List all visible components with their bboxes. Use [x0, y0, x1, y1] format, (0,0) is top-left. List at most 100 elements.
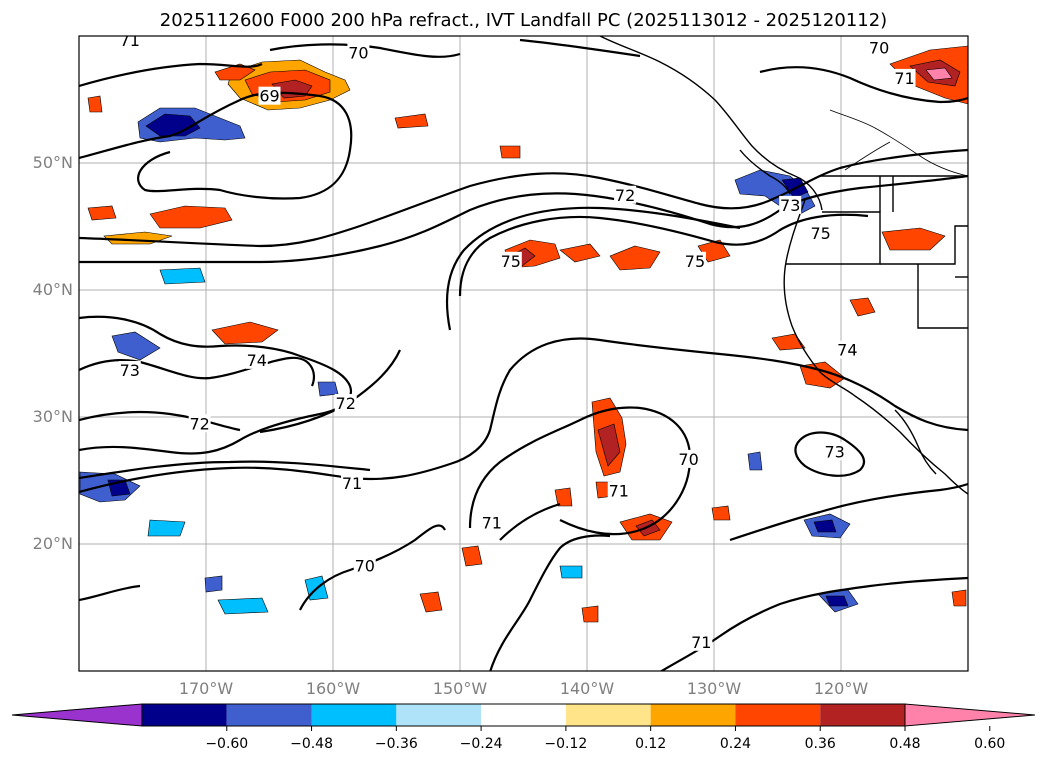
colorbar-tick-label: 0.12 — [635, 736, 667, 752]
contour-label-background — [480, 513, 503, 532]
border-states-1 — [786, 211, 881, 265]
shade-blue-small-7 — [747, 451, 763, 471]
contour-label: 70 — [348, 44, 368, 63]
colorbar-tick-label: 0.24 — [719, 736, 752, 752]
colorbar-tick-label: −0.36 — [374, 736, 418, 752]
shade-blue-small-3 — [204, 575, 223, 593]
map-title: 2025112600 F000 200 hPa refract., IVT La… — [159, 10, 888, 31]
contour-line — [79, 174, 968, 264]
shade-navy-aleutian — [145, 113, 201, 137]
contour-label: 72 — [189, 414, 209, 433]
shade-west-red-2 — [87, 205, 117, 221]
inland-border-canada — [829, 109, 968, 177]
contour-label: 75 — [811, 224, 831, 243]
longitude-label: 130°W — [686, 679, 742, 698]
shade-blue-small-6 — [559, 565, 583, 579]
latitude-label: 20°N — [32, 534, 73, 553]
contour-label-background — [614, 185, 637, 204]
longitude-label: 170°W — [178, 679, 234, 698]
contour-line — [79, 460, 371, 480]
contour-label: 71 — [120, 31, 140, 50]
contour-line — [79, 356, 316, 387]
contour-label: 71 — [482, 513, 502, 532]
shade-orange-small-4 — [711, 505, 731, 521]
longitude-label: 120°W — [813, 679, 869, 698]
contour-label-background — [188, 414, 211, 433]
shade-red-small-3 — [394, 113, 429, 129]
shade-center-red-3 — [609, 245, 661, 271]
contour-label: 74 — [837, 341, 857, 360]
shade-orange-small-5 — [499, 145, 521, 159]
contour-label: 72 — [615, 186, 635, 205]
contour-label-background — [118, 36, 141, 49]
coastline-west-us — [783, 199, 968, 495]
shade-navy-east-sw — [813, 519, 837, 533]
contour-label-background — [245, 350, 268, 369]
contour-label-background — [868, 38, 891, 57]
colorbar-tick-label: −0.60 — [205, 736, 249, 752]
shade-blue-small-1 — [159, 267, 206, 285]
contour-label: 71 — [609, 482, 629, 501]
contour-label-background — [893, 68, 916, 87]
longitude-label: 140°W — [559, 679, 615, 698]
shade-blue-small-4 — [217, 597, 269, 615]
contour-label: 73 — [824, 442, 844, 461]
contour-label-background — [607, 481, 630, 500]
contour-line — [468, 406, 692, 541]
longitude-label: 160°W — [305, 679, 361, 698]
shaded-regions — [79, 45, 968, 623]
colorbar-frame — [141, 703, 906, 727]
longitude-label: 150°W — [432, 679, 488, 698]
contour-label-background — [334, 394, 357, 413]
shade-red-small-2 — [461, 545, 483, 567]
contour-line — [299, 524, 446, 611]
shade-center-red-2 — [559, 243, 601, 263]
contour-line — [79, 43, 461, 88]
contour-line — [79, 337, 968, 494]
shade-orange-small-3 — [581, 605, 599, 623]
contour-label-background — [118, 361, 141, 380]
shade-orange-small-1 — [554, 487, 573, 507]
contour-line — [794, 431, 866, 477]
contour-label-background — [341, 474, 364, 493]
contour-label-background — [690, 632, 713, 651]
colorbar-segment — [142, 704, 227, 726]
map-panel: 71 70 69 70 71 72 73 75 75 75 74 74 73 72 72 73 70 71 71 71… — [78, 31, 969, 672]
contour-label: 73 — [120, 361, 140, 380]
latitude-label: 40°N — [32, 280, 73, 299]
contour-line — [445, 206, 741, 331]
coastline-alaska — [599, 36, 823, 211]
contour-label: 70 — [678, 450, 698, 469]
colorbar-segment — [226, 704, 312, 726]
colorbar-segment — [565, 704, 651, 726]
contour-lines — [79, 38, 968, 671]
contour-line — [458, 213, 869, 297]
shade-blue-west — [111, 331, 161, 361]
contour-label-background — [258, 86, 281, 105]
colorbar-segment — [396, 704, 482, 726]
shade-blue-small-8 — [317, 381, 339, 397]
contour-label: 74 — [247, 351, 267, 370]
contour-label: 71 — [342, 474, 362, 493]
shade-red-small-1 — [419, 591, 443, 613]
colorbar-segment — [650, 704, 736, 726]
contour-line — [759, 66, 968, 104]
shade-red-small-4 — [87, 95, 103, 113]
contour-label: 71 — [691, 633, 711, 652]
shade-red-east-3 — [849, 297, 876, 317]
contour-line — [729, 482, 968, 542]
contour-label-background — [353, 556, 376, 575]
coastlines — [599, 36, 968, 495]
contour-label: 75 — [501, 252, 521, 271]
colorbar-tick-label: 0.60 — [974, 736, 1006, 752]
contour-label: 73 — [780, 196, 800, 215]
contour-line — [79, 91, 353, 200]
contour-label-background — [683, 251, 706, 270]
contour-label: 70 — [355, 557, 375, 576]
shade-ne-pink-core — [925, 67, 953, 81]
contour-label-background — [836, 340, 859, 359]
contour-label-background — [499, 251, 522, 270]
colorbar-min-extension — [11, 703, 143, 727]
colorbar-max-extension — [904, 703, 1036, 727]
contour-line — [519, 38, 641, 58]
